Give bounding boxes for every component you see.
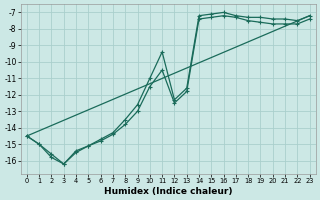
X-axis label: Humidex (Indice chaleur): Humidex (Indice chaleur): [104, 187, 233, 196]
